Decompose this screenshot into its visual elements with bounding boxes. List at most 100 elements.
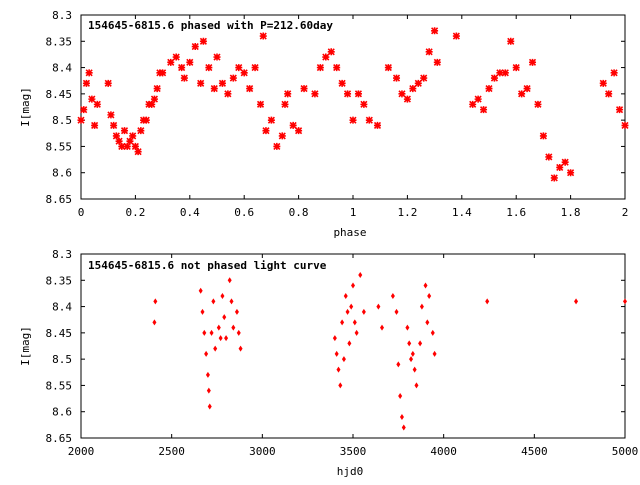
data-points — [77, 27, 629, 182]
x-tick-label: 0 — [78, 206, 85, 219]
data-point — [420, 74, 428, 82]
x-tick-label: 2500 — [158, 445, 185, 458]
unphased-light-curve-panel: 154645-6815.6 not phased light curve hjd… — [19, 248, 638, 478]
plot-frame — [80, 14, 626, 200]
data-point — [131, 142, 139, 150]
y-tick-label: 8.65 — [46, 432, 73, 445]
data-point — [311, 90, 319, 98]
data-point — [206, 387, 211, 394]
data-point — [211, 298, 216, 305]
x-tick-label: 3000 — [249, 445, 276, 458]
y-axis-label: I[mag] — [19, 326, 32, 366]
data-point — [259, 32, 267, 40]
data-point — [341, 356, 346, 363]
data-point — [407, 340, 412, 347]
data-point — [229, 298, 234, 305]
data-point — [77, 116, 85, 124]
data-point — [361, 308, 366, 315]
data-point — [284, 90, 292, 98]
data-point — [80, 106, 88, 114]
data-point — [507, 37, 515, 45]
data-point — [224, 335, 229, 342]
data-point — [85, 69, 93, 77]
data-point — [281, 100, 289, 108]
y-tick-label: 8.4 — [52, 301, 72, 314]
data-point — [191, 42, 199, 51]
data-point — [380, 324, 385, 331]
data-point — [172, 53, 180, 61]
data-point — [216, 324, 221, 331]
data-point — [153, 85, 161, 93]
data-point — [423, 282, 428, 289]
x-tick-label: 4500 — [521, 445, 548, 458]
data-point — [409, 356, 414, 363]
data-point — [621, 121, 629, 129]
data-point — [545, 153, 553, 161]
data-point — [316, 64, 324, 72]
data-point — [273, 142, 281, 150]
data-point — [338, 382, 343, 389]
data-point — [129, 132, 137, 140]
data-point — [231, 324, 236, 331]
data-point — [118, 142, 126, 150]
data-point — [352, 319, 357, 326]
data-point — [351, 282, 355, 289]
data-point — [218, 335, 223, 342]
x-tick-label: 1.2 — [397, 206, 417, 219]
data-point — [142, 116, 150, 124]
data-point — [220, 293, 225, 300]
data-point — [401, 424, 406, 431]
data-point — [452, 32, 460, 40]
data-point — [200, 308, 205, 315]
data-point — [373, 121, 382, 129]
data-point — [180, 74, 188, 82]
data-point — [107, 111, 115, 119]
chart-title: 154645-6815.6 not phased light curve — [88, 259, 327, 272]
data-point — [390, 293, 395, 300]
data-point — [376, 303, 381, 310]
data-point — [496, 69, 504, 77]
x-tick-label: 2000 — [68, 445, 95, 458]
x-tick-label: 1.4 — [452, 206, 472, 219]
data-point — [93, 100, 101, 108]
data-point — [197, 79, 205, 87]
data-point — [333, 64, 341, 72]
y-tick-label: 8.45 — [46, 327, 73, 340]
x-tick-label: 1 — [350, 206, 357, 219]
data-point — [561, 158, 569, 166]
data-point — [120, 127, 129, 135]
data-point — [112, 132, 120, 140]
data-point — [430, 329, 435, 336]
x-tick-label: 1.8 — [561, 206, 581, 219]
data-point — [198, 287, 203, 294]
data-point — [262, 127, 270, 135]
chart-title: 154645-6815.6 phased with P=212.60day — [88, 19, 333, 32]
data-point — [599, 79, 607, 87]
data-point — [403, 95, 411, 103]
data-point — [605, 90, 613, 98]
data-point — [336, 366, 341, 373]
data-point — [392, 74, 401, 82]
data-point — [349, 116, 357, 124]
data-points — [152, 272, 627, 431]
data-point — [222, 314, 227, 321]
data-point — [209, 329, 214, 336]
data-point — [178, 64, 186, 72]
data-point — [615, 106, 624, 114]
data-point — [384, 64, 392, 72]
y-axis-label: I[mag] — [19, 87, 32, 127]
data-point — [539, 132, 547, 140]
data-point — [399, 413, 404, 420]
data-point — [91, 121, 99, 129]
data-point — [234, 308, 239, 315]
data-point — [202, 329, 207, 336]
axis-ticks: 2000 2500 3000 3500 4000 4500 5000 8.3 8.35 8.4 8.… — [46, 248, 639, 458]
data-point — [88, 95, 96, 103]
data-point — [343, 293, 348, 300]
data-point — [518, 90, 526, 98]
phased-light-curve-panel: 154645-6815.6 phased with P=212.60day ph… — [19, 9, 629, 239]
data-point — [110, 121, 118, 129]
data-point — [419, 303, 424, 310]
data-point — [199, 37, 207, 45]
